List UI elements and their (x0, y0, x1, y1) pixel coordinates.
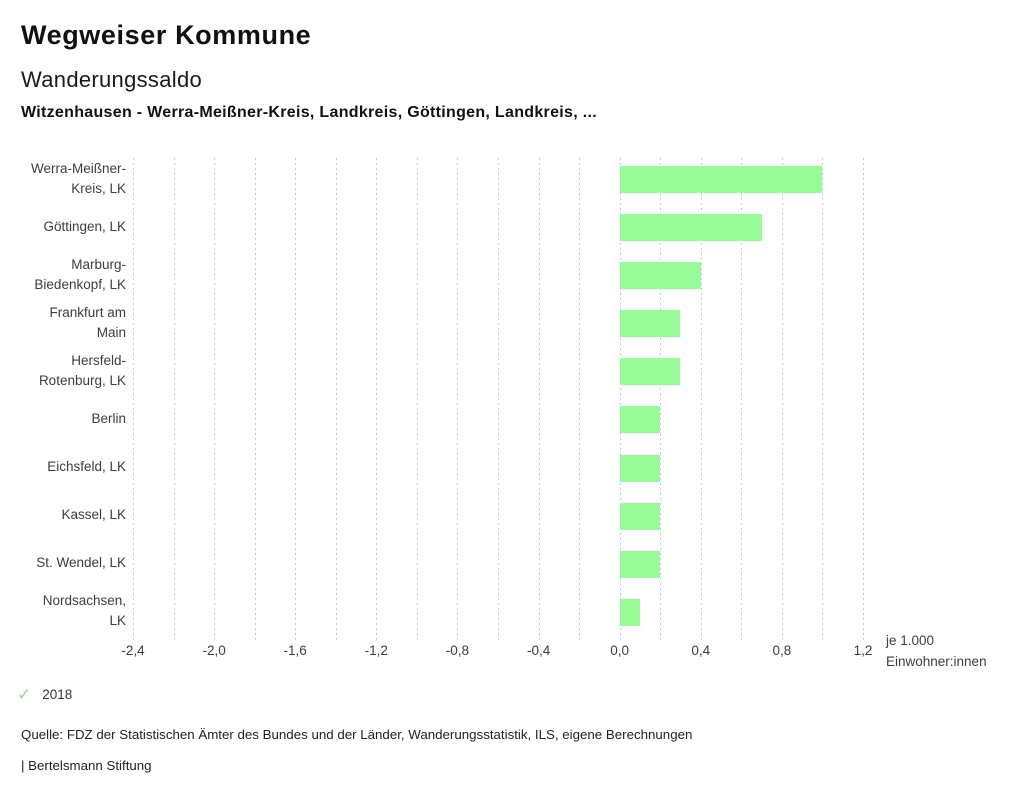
gridline (822, 158, 824, 641)
bar[interactable] (619, 454, 661, 482)
attribution-text: | Bertelsmann Stiftung (21, 758, 152, 773)
category-label: Nordsachsen, LK (42, 593, 126, 629)
category-label: St. Wendel, LK (36, 555, 126, 571)
category-label: Eichsfeld, LK (47, 459, 126, 474)
bar[interactable] (619, 358, 681, 386)
bar[interactable] (619, 550, 661, 578)
x-tick-label: -2,0 (202, 643, 226, 658)
gridline (335, 158, 337, 641)
category-label: Frankfurt am Main (49, 304, 126, 340)
check-icon: ✓ (17, 685, 32, 704)
gridline (700, 158, 702, 641)
gridline (214, 158, 216, 641)
bar[interactable] (619, 214, 762, 242)
bar[interactable] (619, 262, 701, 290)
category-label: Hersfeld- Rotenburg, LK (38, 352, 126, 388)
chart-subtitle: Witzenhausen - Werra-Meißner-Kreis, Land… (21, 104, 597, 121)
gridline (416, 158, 418, 641)
x-tick-label: 0,4 (691, 643, 711, 658)
x-tick-label: 0,0 (610, 643, 630, 658)
legend-item-2018[interactable]: ✓ 2018 (17, 686, 72, 703)
x-tick-label: -1,6 (283, 643, 307, 658)
x-axis-unit-label: je 1.000 Einwohner:innen (886, 633, 987, 669)
category-label: Werra-Meißner- Kreis, LK (30, 160, 126, 196)
bar[interactable] (619, 502, 661, 530)
gridline (619, 158, 621, 641)
gridline (173, 158, 175, 641)
bar[interactable] (619, 310, 681, 338)
category-label: Berlin (91, 410, 126, 426)
x-tick-label: 1,2 (853, 643, 873, 658)
gridline (579, 158, 581, 641)
x-tick-label: -0,4 (526, 643, 551, 658)
x-tick-label: -0,8 (445, 643, 470, 658)
gridline (741, 158, 743, 641)
app-title: Wegweiser Kommune (21, 20, 312, 50)
category-label: Kassel, LK (61, 507, 126, 522)
x-tick-label: -2,4 (121, 643, 145, 658)
gridline (498, 158, 499, 641)
legend-year-label: 2018 (42, 687, 73, 702)
gridline (457, 158, 459, 641)
gridline (660, 158, 662, 641)
x-tick-label: -1,2 (364, 643, 388, 658)
source-text: Quelle: FDZ der Statistischen Ämter des … (21, 727, 693, 742)
chart-title: Wanderungssaldo (21, 67, 203, 92)
gridline (863, 158, 864, 641)
gridline (781, 158, 783, 641)
gridline (133, 158, 134, 641)
gridline (538, 158, 540, 641)
gridline (376, 158, 378, 641)
bar[interactable] (619, 166, 823, 194)
bar[interactable] (619, 598, 640, 626)
category-label: Göttingen, LK (43, 218, 126, 234)
x-tick-label: 0,8 (772, 643, 792, 658)
gridline (254, 158, 256, 641)
gridline (295, 158, 297, 641)
bar[interactable] (619, 406, 661, 434)
category-label: Marburg- Biedenkopf, LK (34, 256, 126, 292)
